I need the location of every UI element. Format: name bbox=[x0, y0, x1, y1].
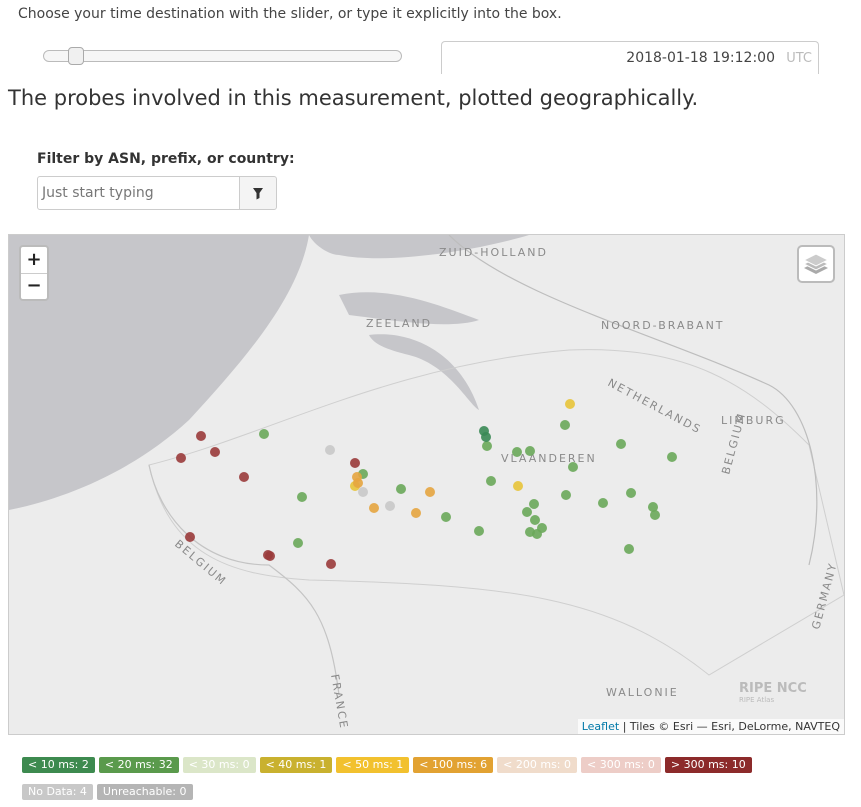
filter-icon bbox=[253, 188, 263, 200]
probe-marker bbox=[396, 484, 406, 494]
time-slider[interactable] bbox=[43, 50, 402, 62]
zoom-out[interactable]: − bbox=[26, 275, 42, 296]
map-label: VLAANDEREN bbox=[501, 452, 597, 465]
map-label: ZEELAND bbox=[366, 317, 432, 330]
zoom-in[interactable]: + bbox=[21, 247, 47, 274]
probe-marker bbox=[176, 453, 186, 463]
probe-marker bbox=[441, 512, 451, 522]
legend: < 10 ms: 2 < 20 ms: 32 < 30 ms: 0 < 40 ms: … bbox=[22, 753, 782, 807]
probe-marker bbox=[411, 508, 421, 518]
map-label: NOORD-BRABANT bbox=[601, 319, 725, 332]
probe-marker bbox=[350, 458, 360, 468]
probe-marker bbox=[185, 532, 195, 542]
legend-item[interactable]: Unreachable: 0 bbox=[96, 784, 193, 800]
probe-marker bbox=[513, 481, 523, 491]
probe-marker bbox=[259, 429, 269, 439]
probe-marker bbox=[293, 538, 303, 548]
probe-marker bbox=[537, 523, 547, 533]
probe-marker bbox=[598, 498, 608, 508]
probe-marker bbox=[525, 446, 535, 456]
probe-marker bbox=[353, 478, 363, 488]
probe-marker bbox=[474, 526, 484, 536]
filter-label: Filter by ASN, prefix, or country: bbox=[37, 151, 295, 167]
layers-icon bbox=[802, 253, 830, 274]
probe-marker bbox=[210, 447, 220, 457]
slider-handle[interactable] bbox=[68, 47, 84, 65]
instruction: Choose your time destination with the sl… bbox=[18, 6, 562, 22]
map[interactable]: ZUID-HOLLAND ZEELAND NOORD-BRABANT NETHERLA… bbox=[8, 234, 845, 735]
probe-marker bbox=[650, 510, 660, 520]
legend-item[interactable]: < 50 ms: 1 bbox=[336, 757, 410, 773]
probe-marker bbox=[297, 492, 307, 502]
filter-button[interactable] bbox=[239, 176, 277, 210]
legend-item[interactable]: < 300 ms: 0 bbox=[581, 757, 661, 773]
attribution: Leaflet | Tiles © Esri — Esri, DeLorme, … bbox=[577, 719, 844, 734]
probe-marker bbox=[325, 445, 335, 455]
probe-marker bbox=[529, 499, 539, 509]
legend-item[interactable]: < 10 ms: 2 bbox=[22, 757, 95, 773]
probe-marker bbox=[560, 420, 570, 430]
legend-item[interactable]: No Data: 4 bbox=[22, 784, 93, 800]
probe-marker bbox=[568, 462, 578, 472]
probe-marker bbox=[369, 503, 379, 513]
probe-marker bbox=[425, 487, 435, 497]
probe-marker bbox=[486, 476, 496, 486]
legend-item[interactable]: < 40 ms: 1 bbox=[259, 757, 333, 773]
logo-subtext: RIPE Atlas bbox=[739, 696, 775, 704]
legend-item[interactable]: < 30 ms: 0 bbox=[182, 757, 256, 773]
probe-marker bbox=[565, 399, 575, 409]
probe-marker bbox=[326, 559, 336, 569]
section-heading: The probes involved in this measurement,… bbox=[8, 86, 699, 110]
time-input[interactable]: 2018-01-18 19:12:00 UTC bbox=[441, 41, 819, 74]
probe-marker bbox=[358, 487, 368, 497]
zoom-control: + − bbox=[19, 245, 49, 301]
probe-marker bbox=[667, 452, 677, 462]
probe-marker bbox=[512, 447, 522, 457]
legend-item[interactable]: > 300 ms: 10 bbox=[664, 757, 752, 773]
probe-marker bbox=[648, 502, 658, 512]
probe-marker bbox=[624, 544, 634, 554]
map-label: LIMBURG bbox=[721, 414, 786, 427]
legend-item[interactable]: < 20 ms: 32 bbox=[98, 757, 179, 773]
probe-marker bbox=[561, 490, 571, 500]
filter-placeholder: Just start typing bbox=[42, 185, 154, 201]
probe-marker bbox=[265, 551, 275, 561]
logo-text: RIPE NCC bbox=[739, 681, 807, 696]
ripe-logo: RIPE NCC RIPE Atlas bbox=[739, 681, 807, 704]
probe-marker bbox=[522, 507, 532, 517]
layers-button[interactable] bbox=[797, 245, 835, 283]
probe-marker bbox=[385, 501, 395, 511]
probe-marker bbox=[626, 488, 636, 498]
probe-marker bbox=[196, 431, 206, 441]
leaflet-link[interactable]: Leaflet bbox=[581, 720, 620, 733]
map-label: WALLONIE bbox=[606, 686, 679, 699]
probe-marker bbox=[482, 441, 492, 451]
legend-item[interactable]: < 100 ms: 6 bbox=[413, 757, 494, 773]
probe-marker bbox=[530, 515, 540, 525]
attribution-text: | Tiles © Esri — Esri, DeLorme, NAVTEQ bbox=[622, 720, 840, 733]
probe-marker bbox=[481, 432, 491, 442]
map-label: ZUID-HOLLAND bbox=[439, 246, 548, 259]
time-zone: UTC bbox=[786, 51, 812, 66]
time-value: 2018-01-18 19:12:00 bbox=[626, 50, 775, 66]
probe-marker bbox=[616, 439, 626, 449]
probe-marker bbox=[239, 472, 249, 482]
filter-input[interactable]: Just start typing bbox=[37, 176, 240, 210]
legend-item[interactable]: < 200 ms: 0 bbox=[497, 757, 578, 773]
